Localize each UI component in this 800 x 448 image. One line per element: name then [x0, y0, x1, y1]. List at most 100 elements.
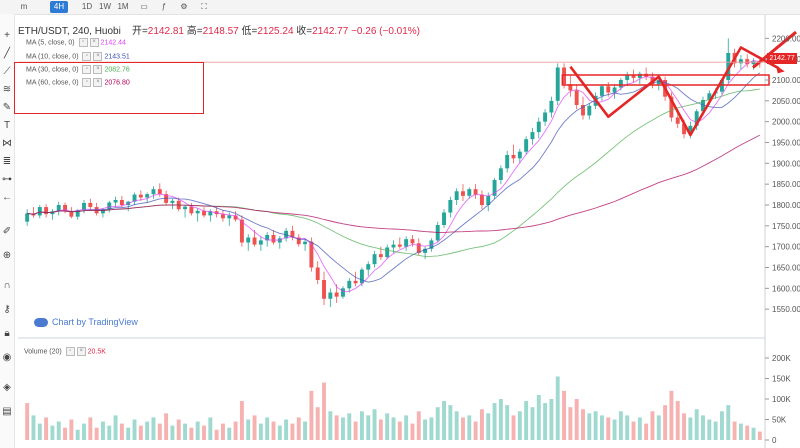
close-icon[interactable]: ×: [89, 38, 99, 47]
indicator-legend-ma5[interactable]: MA (5, close, 0) ▫ × 2142.44: [26, 38, 126, 47]
open-label: 开=: [131, 26, 148, 37]
lock-icon[interactable]: 🔒︎: [4, 328, 10, 339]
volume-bar: [751, 427, 756, 440]
crosshair-icon[interactable]: +: [4, 30, 10, 41]
candle-body: [195, 210, 200, 214]
candle-body: [25, 213, 30, 222]
ma-line-60: [27, 134, 761, 233]
candle-body: [473, 189, 478, 195]
close-label: 收=: [296, 26, 313, 37]
candle-body: [682, 123, 687, 135]
volume-legend[interactable]: Volume (20) ▫ × 20.5K: [24, 347, 106, 356]
ma-line-10: [27, 72, 761, 283]
timeframe-1m-button[interactable]: 1M: [117, 2, 129, 11]
measure-icon[interactable]: ⊶: [2, 174, 12, 185]
indicator-value: 2142.44: [100, 39, 126, 47]
volume-bar: [353, 421, 358, 440]
volume-bar: [505, 405, 510, 440]
volume-bar: [663, 405, 668, 440]
volume-bar: [416, 411, 421, 440]
candle-body: [568, 84, 573, 91]
zigzag-arrowhead: [775, 65, 785, 74]
candle-body: [416, 243, 421, 253]
volume-bar: [612, 419, 617, 440]
candle-body: [637, 73, 642, 78]
price-tick-label: 1850.00: [772, 180, 800, 189]
candle-body: [385, 247, 390, 258]
zigzag-pattern-line: [569, 46, 780, 137]
close-icon[interactable]: ×: [93, 52, 103, 61]
volume-tick-label: 100K: [772, 395, 791, 404]
fullscreen-icon[interactable]: ⛶: [201, 2, 207, 11]
timeframe-1d-button[interactable]: 1D: [81, 2, 93, 11]
visibility-toggle-icon[interactable]: ▫: [82, 52, 92, 61]
text-tool-icon[interactable]: T: [3, 120, 11, 131]
price-tick-label: 1900.00: [772, 159, 800, 168]
volume-bar: [435, 407, 440, 440]
visibility-toggle-icon[interactable]: ▫: [65, 347, 75, 356]
volume-bar: [562, 390, 566, 440]
indicator-legend-ma60[interactable]: MA (60, close, 0) ▫ × 2076.80: [26, 78, 130, 87]
back-arrow-icon[interactable]: ←: [2, 192, 12, 203]
volume-bar: [56, 421, 61, 440]
volume-bar: [581, 409, 585, 440]
candle-body: [309, 241, 314, 268]
magnet-icon[interactable]: ∩: [3, 280, 11, 291]
candle-body: [612, 87, 617, 93]
volume-bar: [378, 419, 383, 440]
volume-bar: [126, 427, 131, 440]
visibility-toggle-icon[interactable]: ▫: [82, 78, 92, 87]
volume-bar: [517, 411, 522, 440]
indicator-legend-ma10[interactable]: MA (10, close, 0) ▫ × 2143.51: [26, 52, 130, 61]
channel-icon[interactable]: ≋: [2, 84, 12, 95]
volume-bar: [461, 417, 465, 440]
ray-icon[interactable]: ⟋: [3, 66, 11, 77]
timeframe-4h-button[interactable]: 4H: [50, 1, 68, 13]
candle-body: [347, 280, 352, 289]
close-icon[interactable]: ×: [76, 347, 86, 356]
lock-drawings-icon[interactable]: ⚷: [3, 304, 11, 315]
price-tick-label: 1950.00: [772, 139, 800, 148]
chart-type-icon[interactable]: ▭: [140, 2, 148, 11]
ruler-icon[interactable]: ✐: [2, 226, 12, 237]
volume-bar: [50, 425, 55, 440]
volume-bar: [587, 413, 592, 440]
volume-bar: [454, 411, 459, 440]
volume-bar: [296, 417, 301, 440]
zoom-in-icon[interactable]: ⊕: [2, 250, 12, 261]
tradingview-watermark[interactable]: Chart by TradingView: [34, 317, 138, 328]
candle-body: [524, 139, 529, 152]
layers-icon[interactable]: ◈: [3, 382, 11, 393]
visibility-toggle-icon[interactable]: ▫: [78, 38, 88, 47]
close-icon[interactable]: ×: [93, 78, 103, 87]
pattern-icon[interactable]: ⋈: [2, 138, 12, 149]
volume-bar: [429, 417, 434, 440]
candle-body: [694, 111, 699, 126]
trash-icon[interactable]: ▤: [2, 406, 12, 417]
visibility-toggle-icon[interactable]: ▫: [82, 65, 92, 74]
volume-bar: [322, 382, 326, 440]
volume-bar: [675, 401, 680, 440]
candle-body: [63, 205, 68, 211]
timeframe-minutes-button[interactable]: m: [20, 2, 28, 11]
settings-gear-icon[interactable]: ⚙: [180, 2, 188, 11]
volume-bar: [631, 421, 636, 440]
indicator-legend-ma30[interactable]: MA (30, close, 0) ▫ × 2082.76: [26, 65, 130, 74]
fib-icon[interactable]: ≣: [2, 156, 12, 167]
close-icon[interactable]: ×: [93, 65, 103, 74]
volume-series: [25, 376, 762, 440]
timeframe-1w-button[interactable]: 1W: [99, 2, 111, 11]
indicators-icon[interactable]: ƒ: [161, 2, 167, 11]
volume-bar: [745, 425, 750, 440]
volume-bar: [170, 425, 175, 440]
price-tick-label: 2000.00: [772, 118, 800, 127]
volume-bar: [69, 419, 74, 440]
eye-icon[interactable]: ◉: [2, 352, 12, 363]
moving-average-lines: [27, 59, 761, 292]
brush-icon[interactable]: ✎: [2, 102, 12, 113]
candle-body: [498, 168, 503, 180]
candle-body: [391, 244, 396, 248]
trendline-icon[interactable]: ╱: [3, 48, 11, 59]
candle-body: [486, 195, 491, 205]
